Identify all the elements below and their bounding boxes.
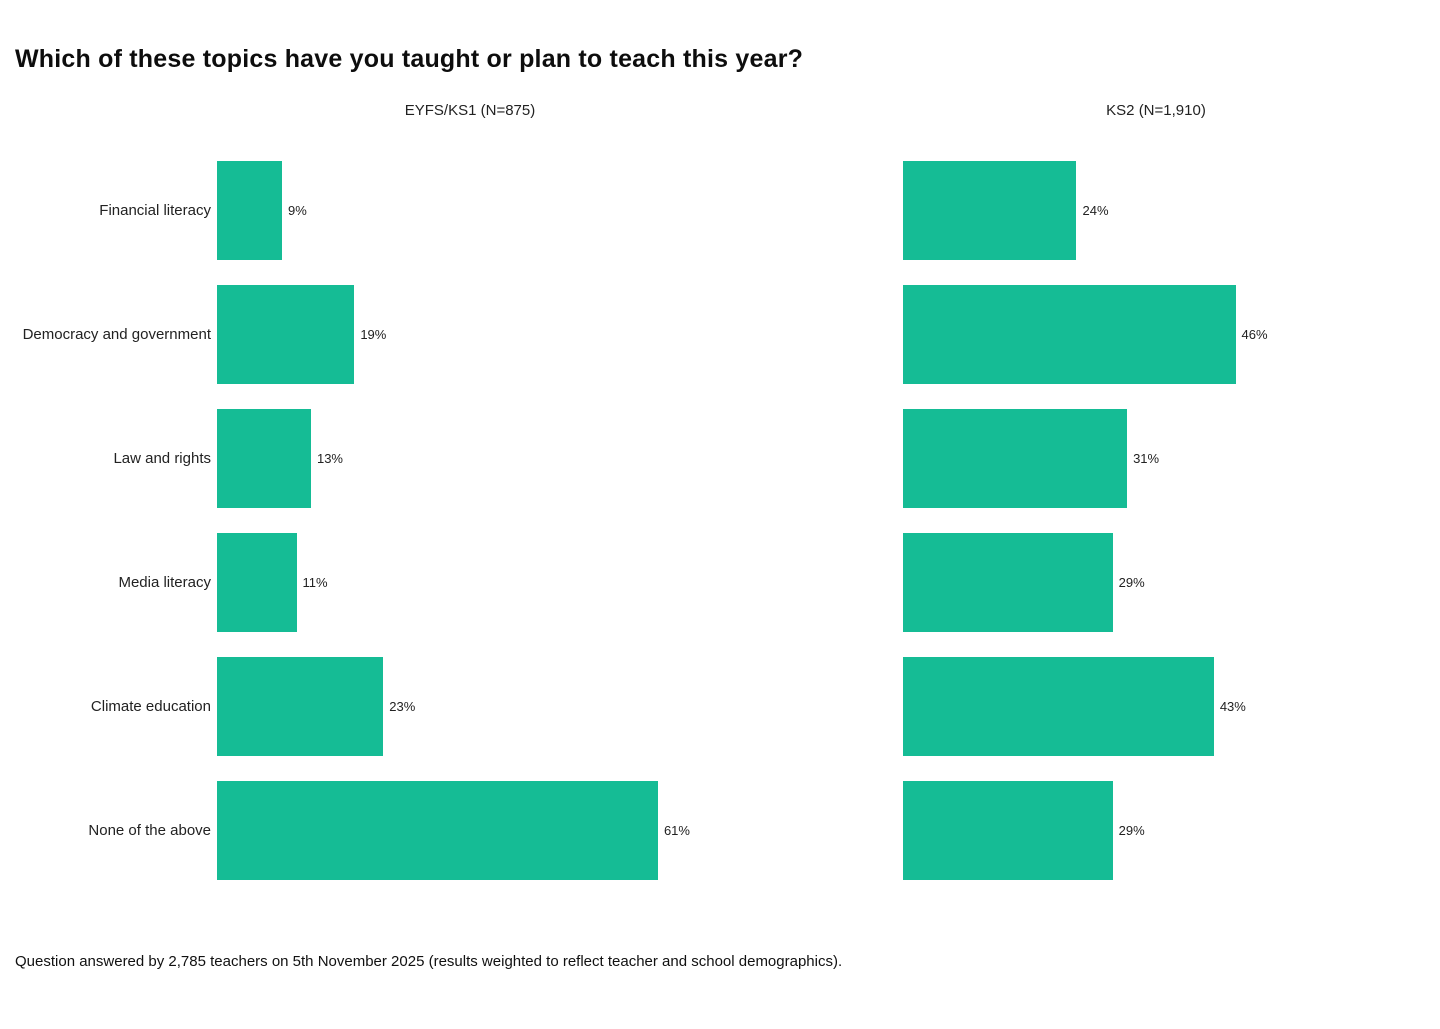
chart-row: Democracy and government 19% 46%	[0, 285, 1440, 384]
value-label: 9%	[288, 203, 307, 218]
bar	[903, 409, 1128, 508]
bar	[217, 285, 355, 384]
bar	[903, 533, 1113, 632]
chart-footnote: Question answered by 2,785 teachers on 5…	[15, 953, 843, 970]
bar	[217, 409, 311, 508]
panel-title-ks2: KS2 (N=1,910)	[1106, 102, 1206, 119]
value-label: 29%	[1118, 823, 1145, 838]
value-label: 29%	[1118, 575, 1145, 590]
value-label: 19%	[360, 327, 387, 342]
bar	[903, 781, 1113, 880]
chart-row: Climate education 23% 43%	[0, 657, 1440, 756]
bar	[903, 657, 1214, 756]
bar-track: 9%	[217, 161, 723, 260]
bar-track: 23%	[217, 657, 723, 756]
category-label: Democracy and government	[22, 326, 211, 343]
panel-title-eyfs-ks1: EYFS/KS1 (N=875)	[404, 102, 536, 119]
chart-row: Financial literacy 9% 24%	[0, 161, 1440, 260]
chart-row: Law and rights 13% 31%	[0, 409, 1440, 508]
category-label: Media literacy	[118, 574, 211, 591]
value-label: 13%	[316, 451, 343, 466]
chart-title: Which of these topics have you taught or…	[15, 45, 804, 73]
bar-track: 11%	[217, 533, 723, 632]
value-label: 11%	[302, 575, 328, 590]
chart-row: Media literacy 11% 29%	[0, 533, 1440, 632]
bar-track: 31%	[903, 409, 1409, 508]
value-label: 61%	[663, 823, 690, 838]
bar	[903, 285, 1236, 384]
bar	[903, 161, 1077, 260]
value-label: 31%	[1133, 451, 1160, 466]
bar-track: 43%	[903, 657, 1409, 756]
category-label: Financial literacy	[99, 202, 211, 219]
bar	[217, 533, 297, 632]
bar-track: 61%	[217, 781, 723, 880]
category-label: Climate education	[90, 698, 211, 715]
bar-track: 19%	[217, 285, 723, 384]
bar-track: 24%	[903, 161, 1409, 260]
bar	[217, 781, 658, 880]
bar-track: 46%	[903, 285, 1409, 384]
chart-row: None of the above 61% 29%	[0, 781, 1440, 880]
value-label: 43%	[1219, 699, 1246, 714]
bar-track: 13%	[217, 409, 723, 508]
value-label: 46%	[1241, 327, 1268, 342]
value-label: 24%	[1082, 203, 1109, 218]
category-label: None of the above	[88, 822, 211, 839]
value-label: 23%	[389, 699, 416, 714]
bar-track: 29%	[903, 533, 1409, 632]
bar	[217, 657, 384, 756]
bar-track: 29%	[903, 781, 1409, 880]
bar	[217, 161, 283, 260]
chart-rows: Financial literacy 9% 24% Democracy and gov…	[0, 161, 1440, 905]
category-label: Law and rights	[113, 450, 211, 467]
